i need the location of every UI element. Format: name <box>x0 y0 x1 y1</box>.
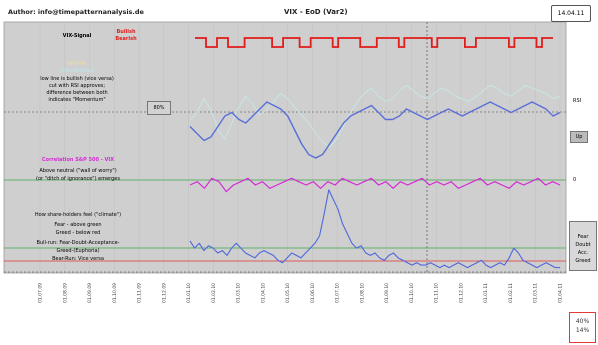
spx-vix-text-1: low line is bullish (vice versa) <box>40 76 114 82</box>
x-tick-label: 01.02.11 <box>508 283 514 303</box>
x-tick-label: 01.10.09 <box>112 283 118 303</box>
spx-vix-title: SPX-VIX <box>67 61 87 67</box>
spx-vix-text-4: indicates "Momentum" <box>48 97 106 103</box>
up-badge: Up <box>570 131 588 143</box>
x-tick-label: 01.08.10 <box>359 283 365 303</box>
correlation-title: Correlation S&P 500 - VIX <box>41 157 115 163</box>
chart-title: VIX - EoD (Var2) <box>284 8 348 16</box>
x-tick-label: 01.04.11 <box>558 283 564 303</box>
rsi-line <box>189 84 561 148</box>
percentage-box: 40% 14% <box>569 312 596 343</box>
x-tick-label: 01.12.09 <box>161 283 167 303</box>
fear-text-1: How share-holders feel ("climate") <box>34 212 122 218</box>
spx-vix-line <box>189 101 561 159</box>
zero-label: 0 <box>573 177 577 183</box>
plot-area <box>3 21 567 274</box>
x-tick-label: 01.05.10 <box>285 283 291 303</box>
correlation-line <box>189 177 561 193</box>
x-tick-label: 01.11.10 <box>434 283 440 303</box>
fear-text-6: Bear-Run: Vice versa <box>52 256 104 262</box>
date-badge: 14.04.11 <box>551 5 591 22</box>
x-tick-label: 01.08.09 <box>62 283 68 303</box>
x-tick-label: 01.06.10 <box>310 283 316 303</box>
x-tick-label: 01.12.10 <box>458 283 464 303</box>
bullish-label: Bullish <box>116 29 136 35</box>
correlation-text-2: (or "ditch of ignorance") emerges <box>36 176 120 182</box>
percent-box: 80% <box>147 101 171 115</box>
vix-signal-label: VIX-Signal <box>62 33 92 39</box>
x-tick-label: 01.02.10 <box>211 283 217 303</box>
climate-acceptance: Acc. <box>577 250 589 256</box>
x-tick-label: 01.07.09 <box>38 283 44 303</box>
climate-box: Fear Doubt Acc. Greed <box>569 221 597 271</box>
fear-text-3: Greed - below red <box>55 230 101 236</box>
climate-fear: Fear <box>577 234 589 240</box>
climate-greed: Greed <box>575 258 591 264</box>
fear-text-4: Bull-run: Fear-Doubt-Acceptance- <box>36 240 120 246</box>
x-tick-label: 01.09.10 <box>384 283 390 303</box>
x-tick-label: 01.04.10 <box>260 283 266 303</box>
x-tick-label: 01.01.11 <box>483 283 489 303</box>
fear-text-2: Fear - above green <box>54 222 102 228</box>
x-tick-label: 01.10.10 <box>409 283 415 303</box>
spx-vix-text-3: difference between both <box>46 90 108 96</box>
x-tick-label: 01.07.10 <box>335 283 341 303</box>
correlation-text-1: Above neutral ("wall of worry") <box>39 168 117 174</box>
bearish-label: Bearish <box>115 36 137 42</box>
standardized-label: Standardized <box>60 68 94 74</box>
spx-vix-text-2: cut with RSI approves; <box>48 83 106 89</box>
author-label: Author: info@timepatternanalysis.de <box>8 8 144 16</box>
x-tick-label: 01.03.11 <box>533 283 539 303</box>
x-tick-label: 01.01.10 <box>186 283 192 303</box>
fear-text-5: Greed-(Euphoria) <box>56 248 100 254</box>
percent-top: 40% <box>575 318 590 325</box>
vix-line <box>189 189 560 269</box>
percent-bottom: 14% <box>575 327 590 334</box>
x-tick-label: 01.11.09 <box>137 283 143 303</box>
x-tick-label: 01.03.10 <box>236 283 242 303</box>
rsi-label: RSI <box>573 98 582 104</box>
x-tick-label: 01.09.09 <box>87 283 93 303</box>
climate-doubt: Doubt <box>575 242 591 248</box>
vix-signal-line <box>195 37 553 48</box>
